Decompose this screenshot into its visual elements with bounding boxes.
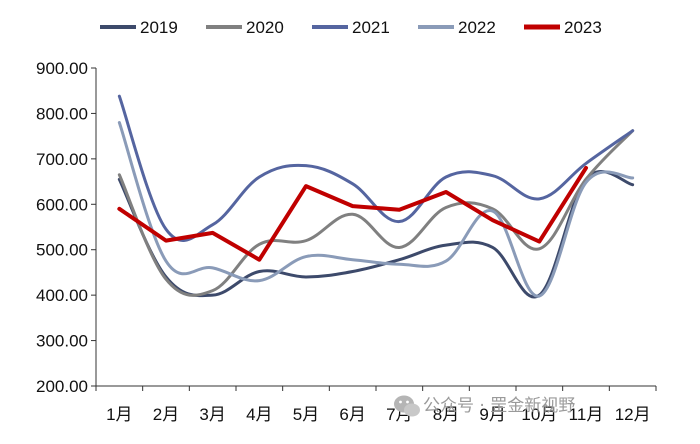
x-tick-label: 12月 [615,405,651,424]
x-tick-label: 10月 [521,405,557,424]
series-line-2020 [117,129,635,297]
x-tick-label: 4月 [246,405,272,424]
series-group [117,94,635,299]
legend-label-2019: 2019 [140,18,178,37]
legend-label-2023: 2023 [564,18,602,37]
y-tick-label: 500.00 [36,241,88,260]
x-tick-label: 9月 [479,405,505,424]
y-tick-label: 800.00 [36,104,88,123]
y-tick-label: 300.00 [36,332,88,351]
x-tick-label: 3月 [199,405,225,424]
x-tick-label: 2月 [153,405,179,424]
series-line-2022 [117,121,635,298]
x-tick-label: 5月 [293,405,319,424]
watermark: 公众号 · 罡金新视野 [394,395,575,417]
x-tick-label: 1月 [106,405,132,424]
y-tick-label: 900.00 [36,59,88,78]
legend-label-2020: 2020 [246,18,284,37]
y-tick-label: 400.00 [36,286,88,305]
x-tick-label: 11月 [569,405,604,424]
legend-label-2022: 2022 [458,18,496,37]
x-tick-label: 8月 [433,405,459,424]
y-tick-label: 700.00 [36,150,88,169]
wechat-icon [394,395,420,417]
y-axis: 200.00 300.00 400.00 500.00 600.00 700.00 800.… [36,59,97,396]
legend-label-2021: 2021 [352,18,390,37]
y-tick-label: 200.00 [36,377,88,396]
watermark-text: 公众号 · 罡金新视野 [423,396,575,416]
y-tick-label: 600.00 [36,195,88,214]
series-line-2023 [117,165,588,262]
legend: 2019 2020 2021 2022 2023 [100,18,602,37]
series-line-2021 [117,94,635,242]
x-tick-label: 6月 [339,405,365,424]
